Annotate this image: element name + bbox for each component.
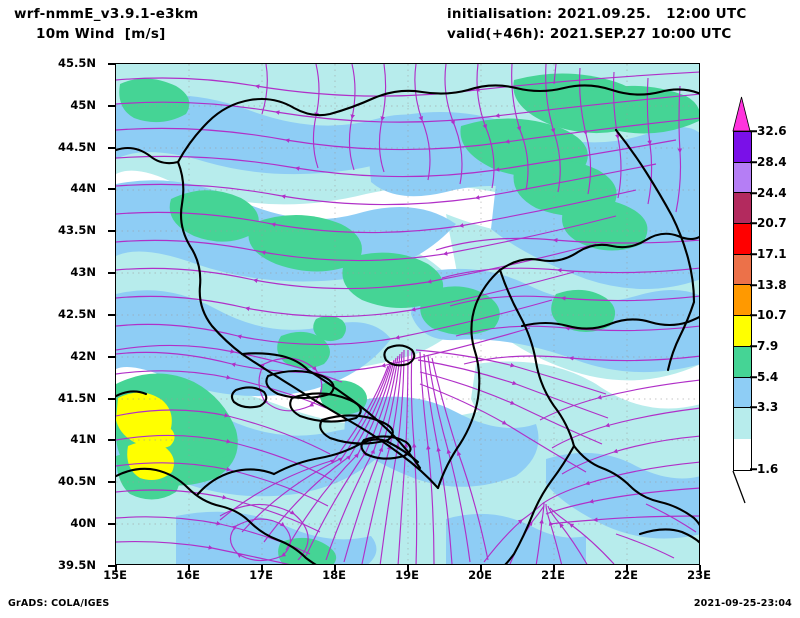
colorbar-segment-5.4-7.9 bbox=[734, 346, 751, 378]
y-tick-mark bbox=[108, 272, 115, 274]
colorbar-tick bbox=[750, 314, 757, 316]
x-tick-mark bbox=[334, 565, 336, 572]
colorbar-segment-7.9-10.7 bbox=[734, 316, 751, 347]
colorbar-label-1.6: 1.6 bbox=[757, 462, 779, 476]
colorbar-segment-1.6-3.3 bbox=[734, 408, 751, 439]
shading-band-7.9 bbox=[116, 392, 175, 480]
render-timestamp: 2021-09-25-23:04 bbox=[693, 598, 792, 609]
y-tick-43N: 43N bbox=[70, 265, 96, 279]
colorbar-tick bbox=[750, 406, 757, 408]
x-tick-18E: 18E bbox=[322, 568, 346, 582]
x-tick-16E: 16E bbox=[176, 568, 200, 582]
colorbar-tick bbox=[750, 284, 757, 286]
x-tick-19E: 19E bbox=[395, 568, 419, 582]
valid-time-label: valid(+46h): 2021.SEP.27 10:00 UTC bbox=[447, 26, 732, 42]
colorbar-tick bbox=[750, 130, 757, 132]
y-tick-44.5N: 44.5N bbox=[58, 140, 96, 154]
x-tick-15E: 15E bbox=[103, 568, 127, 582]
y-tick-mark bbox=[108, 188, 115, 190]
colorbar-segment-20.7-24.4 bbox=[734, 193, 751, 225]
x-tick-mark bbox=[699, 565, 701, 572]
colorbar-segment-28.4-32.6 bbox=[734, 132, 751, 163]
colorbar-label-10.7: 10.7 bbox=[757, 308, 787, 322]
colorbar-label-17.1: 17.1 bbox=[757, 247, 787, 261]
initialisation-label: initialisation: 2021.09.25. 12:00 UTC bbox=[447, 6, 747, 22]
colorbar-label-24.4: 24.4 bbox=[757, 186, 787, 200]
y-tick-mark bbox=[108, 356, 115, 358]
colorbar-label-28.4: 28.4 bbox=[757, 155, 787, 169]
x-tick-21E: 21E bbox=[541, 568, 565, 582]
y-tick-39.5N: 39.5N bbox=[58, 558, 96, 572]
x-tick-mark bbox=[626, 565, 628, 572]
wind-streamlines bbox=[116, 64, 699, 564]
y-tick-mark bbox=[108, 230, 115, 232]
field-title: 10m Wind [m/s] bbox=[36, 26, 166, 42]
y-tick-mark bbox=[108, 105, 115, 107]
x-tick-mark bbox=[480, 565, 482, 572]
colorbar-label-20.7: 20.7 bbox=[757, 216, 787, 230]
y-tick-mark bbox=[108, 63, 115, 65]
grads-attribution: GrADS: COLA/IGES bbox=[8, 598, 110, 609]
y-tick-42N: 42N bbox=[70, 349, 96, 363]
y-tick-44N: 44N bbox=[70, 181, 96, 195]
y-tick-42.5N: 42.5N bbox=[58, 307, 96, 321]
x-tick-mark bbox=[188, 565, 190, 572]
colorbar[interactable] bbox=[733, 131, 752, 471]
colorbar-tick bbox=[750, 192, 757, 194]
colorbar-tick bbox=[750, 222, 757, 224]
x-tick-20E: 20E bbox=[468, 568, 492, 582]
x-tick-mark bbox=[407, 565, 409, 572]
colorbar-label-13.8: 13.8 bbox=[757, 278, 787, 292]
colorbar-tick bbox=[750, 345, 757, 347]
colorbar-label-32.6: 32.6 bbox=[757, 124, 787, 138]
map-canvas bbox=[116, 64, 699, 564]
model-title: wrf-nmmE_v3.9.1-e3km bbox=[14, 6, 199, 22]
y-tick-mark bbox=[108, 481, 115, 483]
colorbar-segment-10.7-13.8 bbox=[734, 285, 751, 317]
y-tick-mark bbox=[108, 398, 115, 400]
x-tick-23E: 23E bbox=[687, 568, 711, 582]
colorbar-tick bbox=[750, 161, 757, 163]
y-tick-mark bbox=[108, 147, 115, 149]
colorbar-tick bbox=[750, 376, 757, 378]
x-tick-mark bbox=[115, 565, 117, 572]
x-tick-22E: 22E bbox=[614, 568, 638, 582]
y-tick-41.5N: 41.5N bbox=[58, 391, 96, 405]
y-tick-43.5N: 43.5N bbox=[58, 223, 96, 237]
y-tick-mark bbox=[108, 314, 115, 316]
colorbar-label-5.4: 5.4 bbox=[757, 370, 779, 384]
x-tick-mark bbox=[553, 565, 555, 572]
y-tick-45N: 45N bbox=[70, 98, 96, 112]
wind-speed-map[interactable] bbox=[115, 63, 700, 565]
x-tick-mark bbox=[261, 565, 263, 572]
y-tick-40N: 40N bbox=[70, 516, 96, 530]
colorbar-segment-17.1-20.7 bbox=[734, 224, 751, 255]
colorbar-label-3.3: 3.3 bbox=[757, 400, 779, 414]
colorbar-underflow-tail bbox=[732, 470, 746, 504]
y-tick-40.5N: 40.5N bbox=[58, 474, 96, 488]
y-tick-mark bbox=[108, 523, 115, 525]
colorbar-tick bbox=[750, 468, 757, 470]
coastlines-and-borders bbox=[116, 84, 699, 564]
colorbar-segment-3.3-5.4 bbox=[734, 377, 751, 409]
x-tick-17E: 17E bbox=[249, 568, 273, 582]
colorbar-label-7.9: 7.9 bbox=[757, 339, 779, 353]
y-tick-mark bbox=[108, 565, 115, 567]
colorbar-segment-24.4-28.4 bbox=[734, 162, 751, 194]
y-tick-41N: 41N bbox=[70, 432, 96, 446]
colorbar-overflow-cap bbox=[732, 96, 751, 132]
colorbar-segment-13.8-17.1 bbox=[734, 254, 751, 286]
y-tick-mark bbox=[108, 439, 115, 441]
y-tick-45.5N: 45.5N bbox=[58, 56, 96, 70]
colorbar-tick bbox=[750, 253, 757, 255]
